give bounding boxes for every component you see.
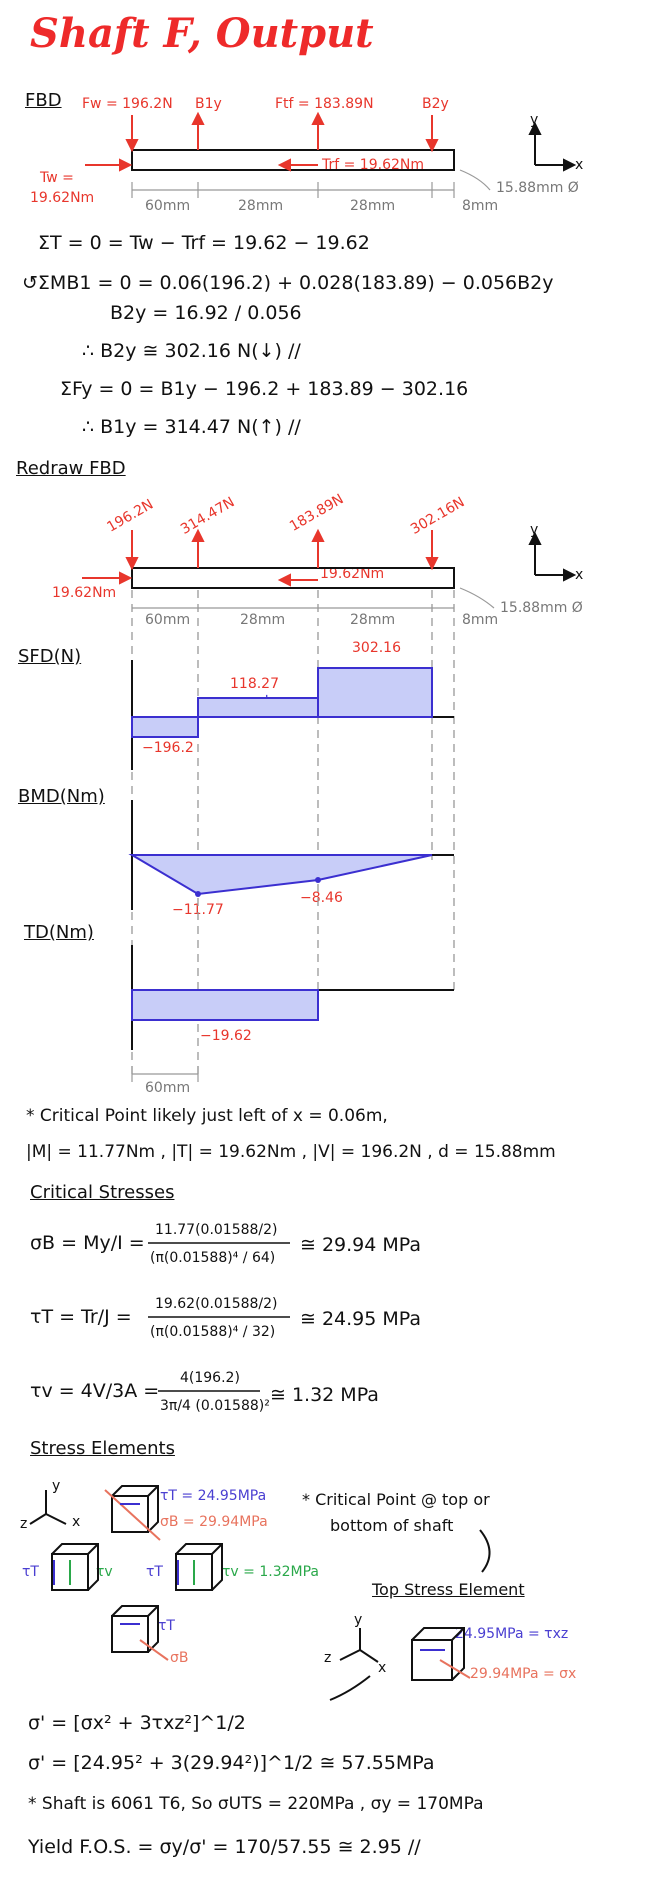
eq-b1y-result: ∴ B1y = 314.47 N(↑) // <box>82 416 301 438</box>
sigma-arrows <box>104 1489 471 1679</box>
tau-v-arrows <box>69 1560 195 1585</box>
element-axis-y: y <box>52 1478 61 1494</box>
fbd-dim-2: 28mm <box>238 198 284 214</box>
fbd-dim-3: 28mm <box>350 198 396 214</box>
sfd-region-3 <box>317 667 433 718</box>
element-sb-bottom: σB <box>170 1650 189 1666</box>
sfd-value-1: −196.2 <box>142 740 194 756</box>
redraw-dim-1: 60mm <box>145 612 191 628</box>
sfd-region-1 <box>131 716 199 738</box>
fbd-axis-y: y <box>530 112 539 128</box>
sigma-b-numerator: 11.77(0.01588/2) <box>155 1222 278 1238</box>
fbd-axis-x: x <box>575 157 584 173</box>
top-axis-x: x <box>378 1660 387 1676</box>
redraw-heading: Redraw FBD <box>16 458 126 479</box>
eq-moment: ↺ΣMB1 = 0 = 0.06(196.2) + 0.028(183.89) … <box>22 272 554 294</box>
element-tau-v: τv = 1.32MPa <box>222 1564 319 1580</box>
element-tv-left: τv <box>96 1564 113 1580</box>
redraw-shaft <box>131 567 455 589</box>
element-tau-t: τT = 24.95MPa <box>160 1488 267 1504</box>
fbd-axes <box>528 121 577 172</box>
element-note-2: bottom of shaft <box>330 1516 454 1535</box>
tau-arrows <box>53 1503 445 1651</box>
top-element-txz: 24.95MPa = τxz <box>455 1626 569 1642</box>
fbd-dim-1: 60mm <box>145 198 191 214</box>
bmd-value-1: −11.77 <box>172 902 224 918</box>
fbd-force-ftf: Ftf = 183.89N <box>275 96 374 112</box>
sigma-b-denominator: (π(0.01588)⁴ / 64) <box>150 1250 276 1266</box>
eq-torque: ΣT = 0 = Tw − Trf = 19.62 − 19.62 <box>38 232 370 254</box>
bmd-value-2: −8.46 <box>300 890 343 906</box>
fbd-shaft <box>131 149 455 171</box>
fbd-torque-tw-val: 19.62Nm <box>30 190 95 206</box>
redraw-dim-3: 28mm <box>350 612 396 628</box>
fbd-force-b1y: B1y <box>195 96 222 112</box>
eq-b2y-result: ∴ B2y ≅ 302.16 N(↓) // <box>82 340 301 362</box>
redraw-axes <box>528 531 577 582</box>
sfd-value-2: 118.27 <box>230 676 279 692</box>
sfd-value-3: 302.16 <box>352 640 401 656</box>
tau-t-numerator: 19.62(0.01588/2) <box>155 1296 278 1312</box>
vm-material: * Shaft is 6061 T6, So σUTS = 220MPa , σ… <box>28 1794 484 1814</box>
td-value-1: −19.62 <box>200 1028 252 1044</box>
top-axis-z: z <box>324 1650 332 1666</box>
redraw-torque-left: 19.62Nm <box>52 585 117 601</box>
redraw-dim-2: 28mm <box>240 612 286 628</box>
fbd-diameter: 15.88mm Ø <box>496 180 579 196</box>
td-dim: 60mm <box>145 1080 191 1096</box>
element-axis-x: x <box>72 1514 81 1530</box>
tau-v-result: ≅ 1.32 MPa <box>270 1384 379 1406</box>
elements-heading: Stress Elements <box>30 1438 175 1459</box>
bmd-region <box>128 854 433 896</box>
tau-v-denominator: 3π/4 (0.01588)² <box>160 1398 270 1414</box>
sigma-b-result: ≅ 29.94 MPa <box>300 1234 422 1256</box>
bmd-label: BMD(Nm) <box>18 786 105 807</box>
sfd-region-2 <box>197 697 319 718</box>
redraw-axis-y: y <box>530 522 539 538</box>
top-element-heading: Top Stress Element <box>372 1580 525 1599</box>
fbd-force-fw: Fw = 196.2N <box>82 96 173 112</box>
eq-b2y-div: B2y = 16.92 / 0.056 <box>110 302 302 324</box>
td-label: TD(Nm) <box>24 922 94 943</box>
fbd-dim-4: 8mm <box>462 198 499 214</box>
fbd-heading: FBD <box>25 90 62 111</box>
redraw-dim-4: 8mm <box>462 612 499 628</box>
top-element-sx: 29.94MPa = σx <box>470 1666 577 1682</box>
td-region <box>131 989 319 1021</box>
top-axis-y: y <box>354 1612 363 1628</box>
tau-v-lhs: τv = 4V/3A = <box>30 1380 160 1402</box>
element-sigma-b: σB = 29.94MPa <box>160 1514 268 1530</box>
vm-formula: σ' = [σx² + 3τxz²]^1/2 <box>28 1712 246 1734</box>
critical-line-2: |M| = 11.77Nm , |T| = 19.62Nm , |V| = 19… <box>26 1142 556 1162</box>
fbd-torque-tw: Tw = <box>40 170 74 186</box>
vm-fos: Yield F.O.S. = σy/σ' = 170/57.55 ≅ 2.95 … <box>28 1836 421 1858</box>
page-title: Shaft F, Output <box>30 10 374 57</box>
fbd-force-b2y: B2y <box>422 96 449 112</box>
element-axes <box>29 1490 491 1701</box>
tau-t-denominator: (π(0.01588)⁴ / 32) <box>150 1324 276 1340</box>
redraw-torque-mid: 19.62Nm <box>320 566 385 582</box>
eq-fy: ΣFy = 0 = B1y − 196.2 + 183.89 − 302.16 <box>60 378 469 400</box>
fbd-force-arrows <box>85 111 439 172</box>
element-note-1: * Critical Point @ top or <box>302 1490 490 1509</box>
tau-t-result: ≅ 24.95 MPa <box>300 1308 422 1330</box>
tau-t-lhs: τT = Tr/J = <box>30 1306 132 1328</box>
element-tt-left: τT <box>22 1564 39 1580</box>
stress-element-cubes <box>51 1485 465 1681</box>
sfd-regions <box>131 667 433 738</box>
critical-line-1: * Critical Point likely just left of x =… <box>26 1106 388 1126</box>
redraw-force-arrows <box>82 528 439 587</box>
element-axis-z: z <box>20 1516 28 1532</box>
vm-calc: σ' = [24.95² + 3(29.94²)]^1/2 ≅ 57.55MPa <box>28 1752 435 1774</box>
element-tt-right: τT <box>146 1564 163 1580</box>
stresses-heading: Critical Stresses <box>30 1182 175 1203</box>
sfd-label: SFD(N) <box>18 646 82 667</box>
redraw-diameter: 15.88mm Ø <box>500 600 583 616</box>
element-tt-bottom: τT <box>158 1618 175 1634</box>
redraw-axis-x: x <box>575 567 584 583</box>
tau-v-numerator: 4(196.2) <box>180 1370 240 1386</box>
sigma-b-lhs: σB = My/I = <box>30 1232 145 1254</box>
